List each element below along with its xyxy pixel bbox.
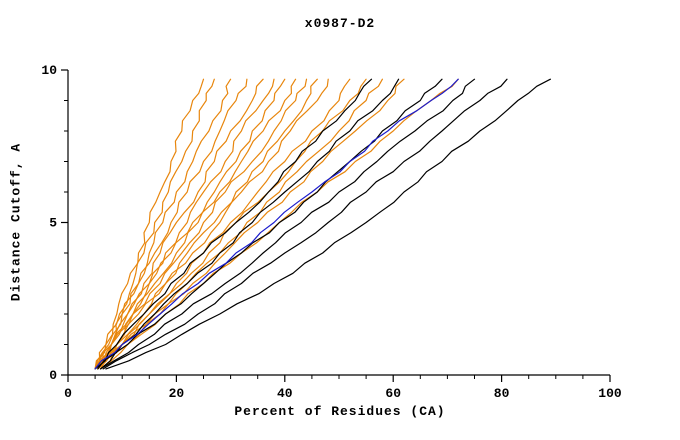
- series-line-orange-15: [99, 78, 405, 370]
- series-line-black-5: [102, 78, 508, 370]
- tick-label: 100: [598, 386, 622, 401]
- series-line-black-2: [97, 78, 400, 370]
- tick-label: 10: [41, 63, 57, 78]
- series-line-black-6: [105, 78, 552, 370]
- series-line-orange-9: [94, 78, 308, 370]
- tick-label: 5: [49, 216, 57, 231]
- series-line-orange-6: [97, 78, 275, 370]
- series-line-orange-8: [99, 78, 297, 370]
- tick-label: 40: [277, 386, 293, 401]
- x-axis-label: Percent of Residues (CA): [234, 404, 446, 419]
- series-line-orange-3: [97, 78, 232, 370]
- tick-label: 0: [49, 368, 57, 383]
- series-line-orange-7: [94, 78, 286, 370]
- tick-label: 0: [64, 386, 72, 401]
- series-line-orange-10: [97, 78, 318, 370]
- series-line-orange-1: [94, 78, 205, 370]
- series-line-orange-16: [94, 78, 459, 370]
- series-line-blue-1: [94, 78, 459, 370]
- series-line-black-3: [99, 78, 443, 370]
- chart-title: x0987-D2: [304, 16, 376, 31]
- series-line-black-1: [94, 78, 373, 370]
- series-line-orange-14: [97, 78, 383, 370]
- tick-label: 80: [494, 386, 510, 401]
- series-line-orange-11: [94, 78, 329, 370]
- tick-label: 20: [169, 386, 185, 401]
- series-line-black-4: [99, 78, 476, 370]
- series-line-orange-5: [94, 78, 264, 370]
- series-line-orange-4: [94, 78, 248, 370]
- tick-label: 60: [385, 386, 401, 401]
